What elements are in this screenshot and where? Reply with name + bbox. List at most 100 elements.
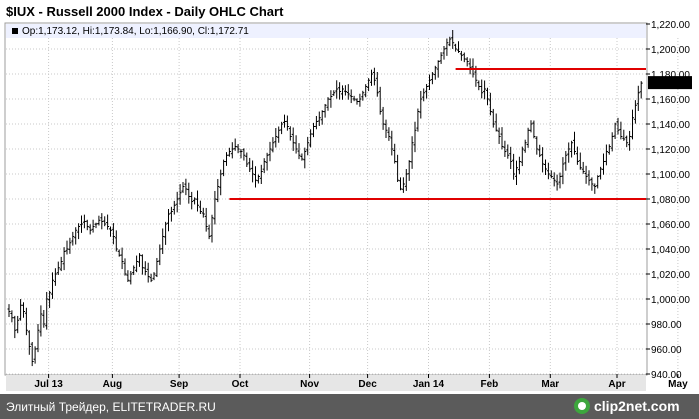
ohlc-bar — [117, 249, 121, 257]
ohlc-bar — [541, 147, 545, 173]
ohlc-bar — [512, 153, 516, 180]
ohlc-bar — [494, 113, 498, 132]
ohlc-bar — [604, 144, 608, 166]
ohlc-bar — [22, 302, 25, 318]
ohlc-bar — [193, 197, 197, 205]
ohlc-bar — [198, 200, 202, 215]
x-tick-label: Feb — [481, 379, 499, 390]
ohlc-bar — [274, 128, 278, 148]
ohlc-bar — [593, 183, 597, 194]
ohlc-bar — [85, 219, 89, 231]
clip2net-logo: clip2net.com — [574, 398, 680, 414]
x-tick-label: Jul 13 — [34, 379, 63, 390]
ohlc-bar — [242, 148, 246, 161]
ohlc-bar — [372, 67, 376, 86]
ohlc-bar — [265, 152, 269, 171]
ohlc-bar — [143, 261, 147, 276]
ohlc-bar — [436, 60, 440, 78]
ohlc-bar — [636, 85, 640, 111]
ohlc-bar — [219, 169, 223, 196]
ohlc-bar — [573, 131, 576, 155]
ohlc-bar — [120, 247, 124, 270]
ohlc-bar — [135, 255, 139, 273]
ohlc-bar — [639, 81, 643, 99]
last-price-marker: 1,172.71 — [648, 76, 692, 90]
ohlc-bar — [480, 79, 484, 99]
y-tick-label: 1,160.00 — [651, 95, 690, 106]
ohlc-bar — [578, 152, 582, 170]
ohlc-bar — [297, 143, 301, 160]
ohlc-bar — [430, 72, 434, 85]
ohlc-bar — [538, 144, 542, 158]
ohlc-bar — [288, 126, 292, 141]
ohlc-bar — [155, 257, 159, 278]
ohlc-bar — [283, 114, 286, 128]
ohlc-bar — [207, 224, 211, 240]
ohlc-bar — [312, 122, 315, 138]
ohlc-bar — [146, 262, 150, 283]
ohlc-bar — [425, 83, 429, 99]
chart-title: $IUX - Russell 2000 Index - Daily OHLC C… — [6, 4, 284, 19]
ohlc-bar — [486, 87, 489, 106]
y-tick-label: 1,200.00 — [651, 45, 690, 56]
horizontal-levels — [229, 68, 646, 200]
ohlc-bar — [10, 310, 14, 323]
ohlc-bar — [633, 100, 637, 124]
ohlc-bar — [36, 323, 40, 353]
ohlc-bar — [567, 142, 571, 163]
ohlc-bar — [149, 273, 153, 283]
ohlc-bar — [529, 120, 533, 133]
ohlc-bar — [175, 191, 179, 213]
ohlc-bar — [262, 158, 266, 174]
y-tick-label: 1,020.00 — [651, 270, 690, 281]
ohlc-bar — [164, 221, 168, 245]
ohlc-bar — [515, 160, 518, 185]
ohlc-bar — [457, 41, 460, 53]
ohlc-bar — [332, 90, 336, 96]
ohlc-bar — [375, 72, 379, 97]
ohlc-bar — [291, 127, 295, 151]
ohlc-bar — [558, 172, 562, 189]
ohlc-bar — [367, 78, 371, 92]
ohlc-bar — [42, 309, 46, 328]
ohlc-bar — [245, 152, 249, 167]
ohlc-bar — [233, 138, 237, 151]
ohlc-bar — [428, 74, 431, 90]
ohlc-bar — [520, 146, 524, 167]
ohlc-bar — [459, 50, 463, 61]
ohlc-bar — [451, 30, 455, 49]
ohlc-bar — [509, 146, 513, 170]
ohlc-bar — [65, 240, 69, 255]
ohlc-bar — [152, 272, 156, 281]
ohlc-bar — [349, 89, 353, 104]
ohlc-bar — [161, 228, 165, 255]
ohlc-bar — [544, 159, 547, 175]
ohlc-bar — [404, 169, 408, 191]
ohlc-bar — [422, 88, 426, 102]
y-tick-label: 1,180.00 — [651, 70, 690, 81]
y-tick-label: 1,220.00 — [651, 20, 690, 31]
ohlc-bar — [239, 149, 243, 159]
ohlc-bar — [352, 95, 356, 102]
ohlc-bar — [320, 110, 324, 125]
ohlc-bar — [364, 84, 368, 98]
ohlc-bar — [109, 226, 112, 237]
ohlc-bar — [497, 127, 501, 144]
ohlc-bar — [184, 178, 188, 196]
ohlc-bar — [500, 127, 504, 150]
ohlc-bar — [222, 159, 226, 177]
ohlc-bar — [248, 157, 252, 172]
ohlc-bar — [584, 165, 588, 184]
x-tick-label: Nov — [300, 379, 319, 390]
ohlc-bar — [167, 209, 170, 232]
ohlc-bar — [355, 98, 359, 105]
ohlc-bar — [256, 174, 260, 184]
ohlc-bar — [82, 214, 86, 229]
ohlc-bar — [277, 126, 281, 143]
ohlc-bar — [396, 154, 400, 183]
ohlc-bar — [613, 122, 617, 140]
ohlc-bar — [506, 144, 510, 159]
ohlc-bar — [433, 65, 437, 80]
ohlc-bar — [111, 223, 115, 245]
ohlc-bar — [370, 69, 373, 86]
